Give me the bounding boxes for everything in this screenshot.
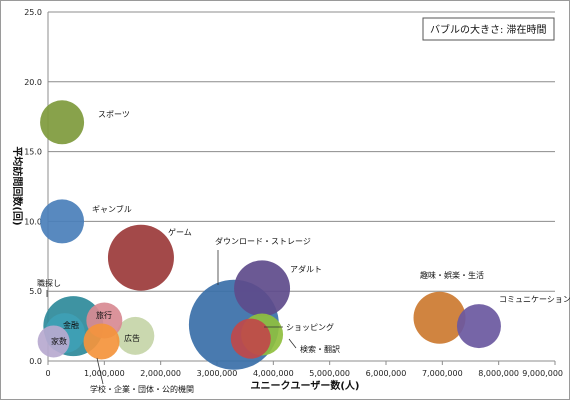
x-tick-label: 4,000,000 [253,369,294,378]
x-tick-label: 8,000,000 [478,369,519,378]
label-leader [96,357,104,385]
bubble: 学校・企業・団体・公的機関 [83,323,120,360]
y-axis-title: 平均訪問回数(回) [11,146,24,225]
bubble-label: 職探し [37,278,61,288]
bubble-label: 旅行 [96,310,112,320]
bubble-label: 家数 [51,336,67,346]
gridlines [48,11,555,292]
legend-note-box: バブルの大きさ: 滞在時間 [422,17,555,41]
x-tick-label: 3,000,000 [197,369,238,378]
bubble-layer: ダウンロード・ストレージゲーム職探しアダルト趣味・娯楽・生活スポーツギャンブルコ… [37,100,501,370]
bubble-label: スポーツ [98,110,130,119]
bubble: 検索・翻訳 [230,318,271,359]
bubble-label: ショッピング [286,322,334,332]
axes: 0.0 5.0 10.0 15.0 20.0 25.0 0 1,000,000 2,000,00… [24,8,563,378]
bubble: アダルト [234,260,291,317]
bubble: 家数 [37,325,70,358]
bubble: スポーツ [40,100,85,145]
x-tick-label: 9,000,000 [522,369,563,378]
bubble-label: 学校・企業・団体・公的機関 [90,384,194,394]
legend-note: バブルの大きさ: 滞在時間 [430,23,547,36]
bubble-label: コミュニケーション [499,295,570,304]
bubble-label: 趣味・娯楽・生活 [420,270,484,280]
bubble: コミュニケーション [456,304,501,349]
y-tick-label: 20.0 [24,78,42,87]
bubble: 広告 [116,316,155,355]
y-tick-label: 5.0 [29,287,42,296]
x-tick-label: 5,000,000 [309,369,350,378]
bubble-labels: ダウンロード・ストレージスポーツギャンブルゲームアダルト職探し金融旅行広告家数学… [37,110,570,394]
x-tick-label: 7,000,000 [422,369,463,378]
bubble: 趣味・娯楽・生活 [413,291,466,344]
label-leader [288,338,297,349]
bubble-label: ダウンロード・ストレージ [215,236,311,246]
bubble-label: 検索・翻訳 [300,344,340,354]
bubble-label: アダルト [290,264,322,274]
x-tick-label: 1,000,000 [84,369,125,378]
bubble: ゲーム [107,224,174,291]
x-tick-label: 6,000,000 [366,369,407,378]
bubble-label: 金融 [63,320,79,330]
x-axis-title: ユニークユーザー数(人) [251,379,360,392]
bubble-label: 広告 [124,333,140,343]
y-tick-label: 0.0 [29,357,42,366]
y-tick-label: 25.0 [24,8,42,17]
x-tick-label: 2,000,000 [140,369,181,378]
x-tick-label: 0 [45,369,50,378]
y-tick-label: 15.0 [24,148,42,157]
bubble-label: ゲーム [168,227,192,237]
bubble: ギャンブル [40,199,85,244]
y-tick-label: 10.0 [24,217,42,226]
bubble-label: ギャンブル [92,204,132,214]
